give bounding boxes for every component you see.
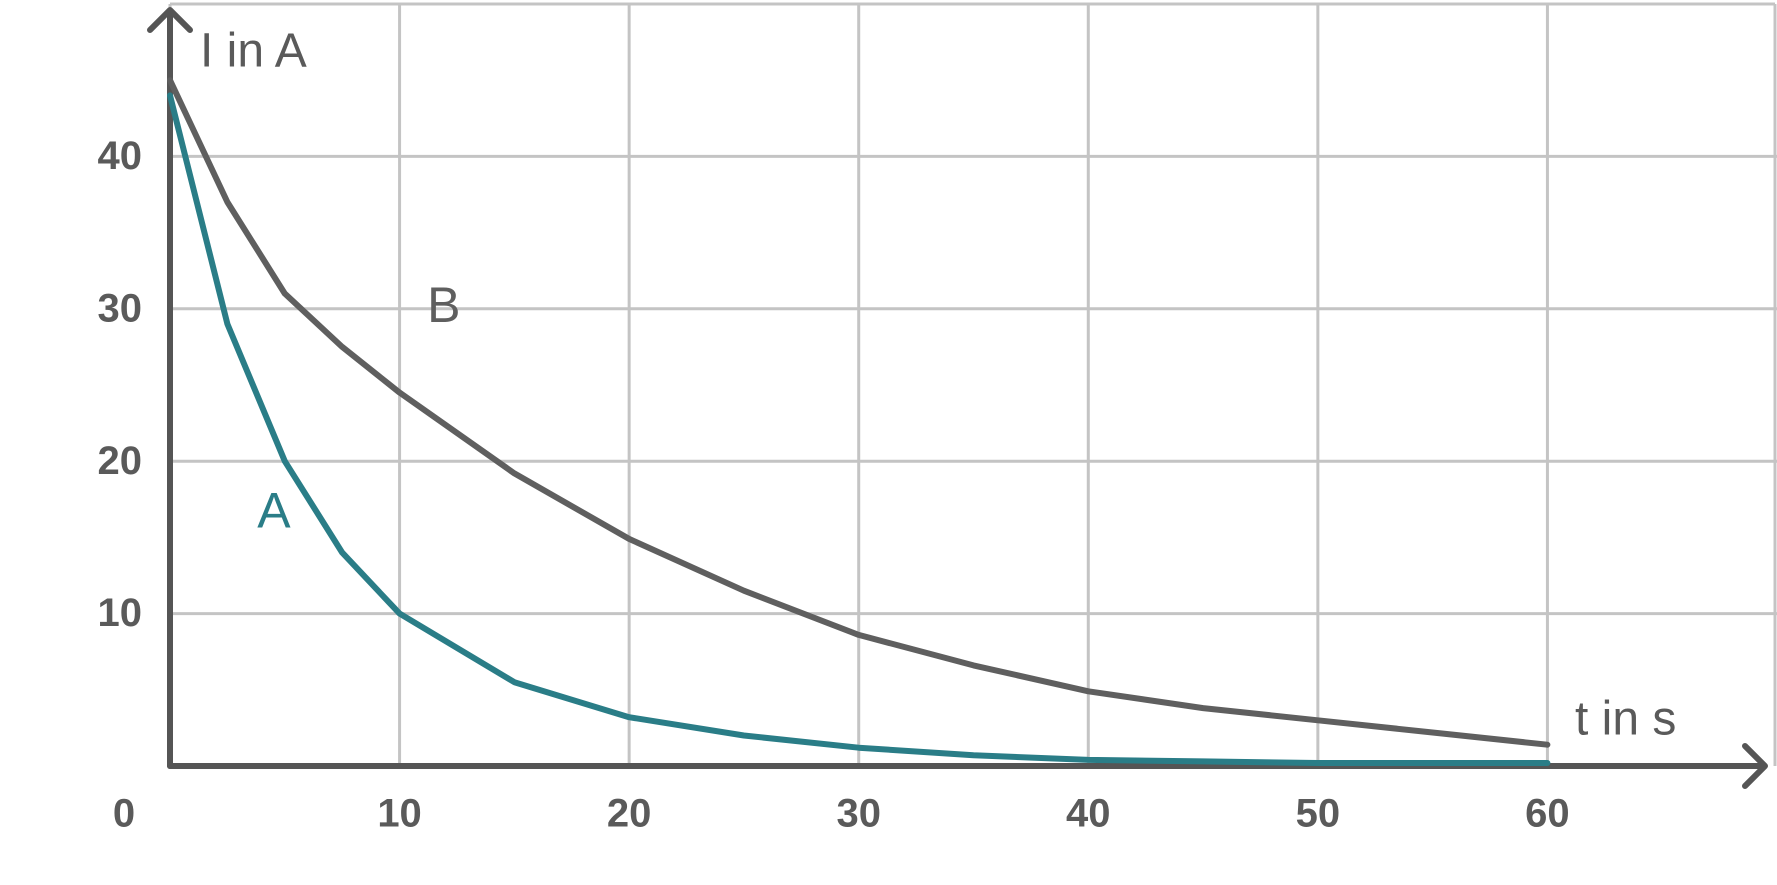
x-tick-label: 20 (607, 792, 652, 836)
series-label: A (257, 483, 291, 539)
y-tick-label: 30 (98, 286, 143, 330)
x-tick-label: 50 (1296, 792, 1341, 836)
y-tick-label: 10 (98, 591, 143, 635)
y-axis-arrow (147, 7, 193, 33)
x-axis-title: t in s (1575, 693, 1676, 746)
x-axis-arrow (1742, 743, 1768, 789)
plot: 0 10 20 30 40 50 60 10 20 30 40 A B (98, 2, 1777, 836)
y-tick-label: 40 (98, 134, 143, 178)
x-tick-label: 10 (377, 792, 422, 836)
y-axis-title: I in A (200, 25, 307, 78)
x-tick-label: 0 (113, 792, 135, 836)
line-series (167, 77, 1551, 748)
line-series (167, 92, 1551, 766)
series-label: B (427, 277, 460, 333)
x-tick-label: 40 (1066, 792, 1111, 836)
y-tick-label: 20 (98, 439, 143, 483)
x-tick-label: 30 (836, 792, 881, 836)
x-tick-label: 60 (1525, 792, 1570, 836)
